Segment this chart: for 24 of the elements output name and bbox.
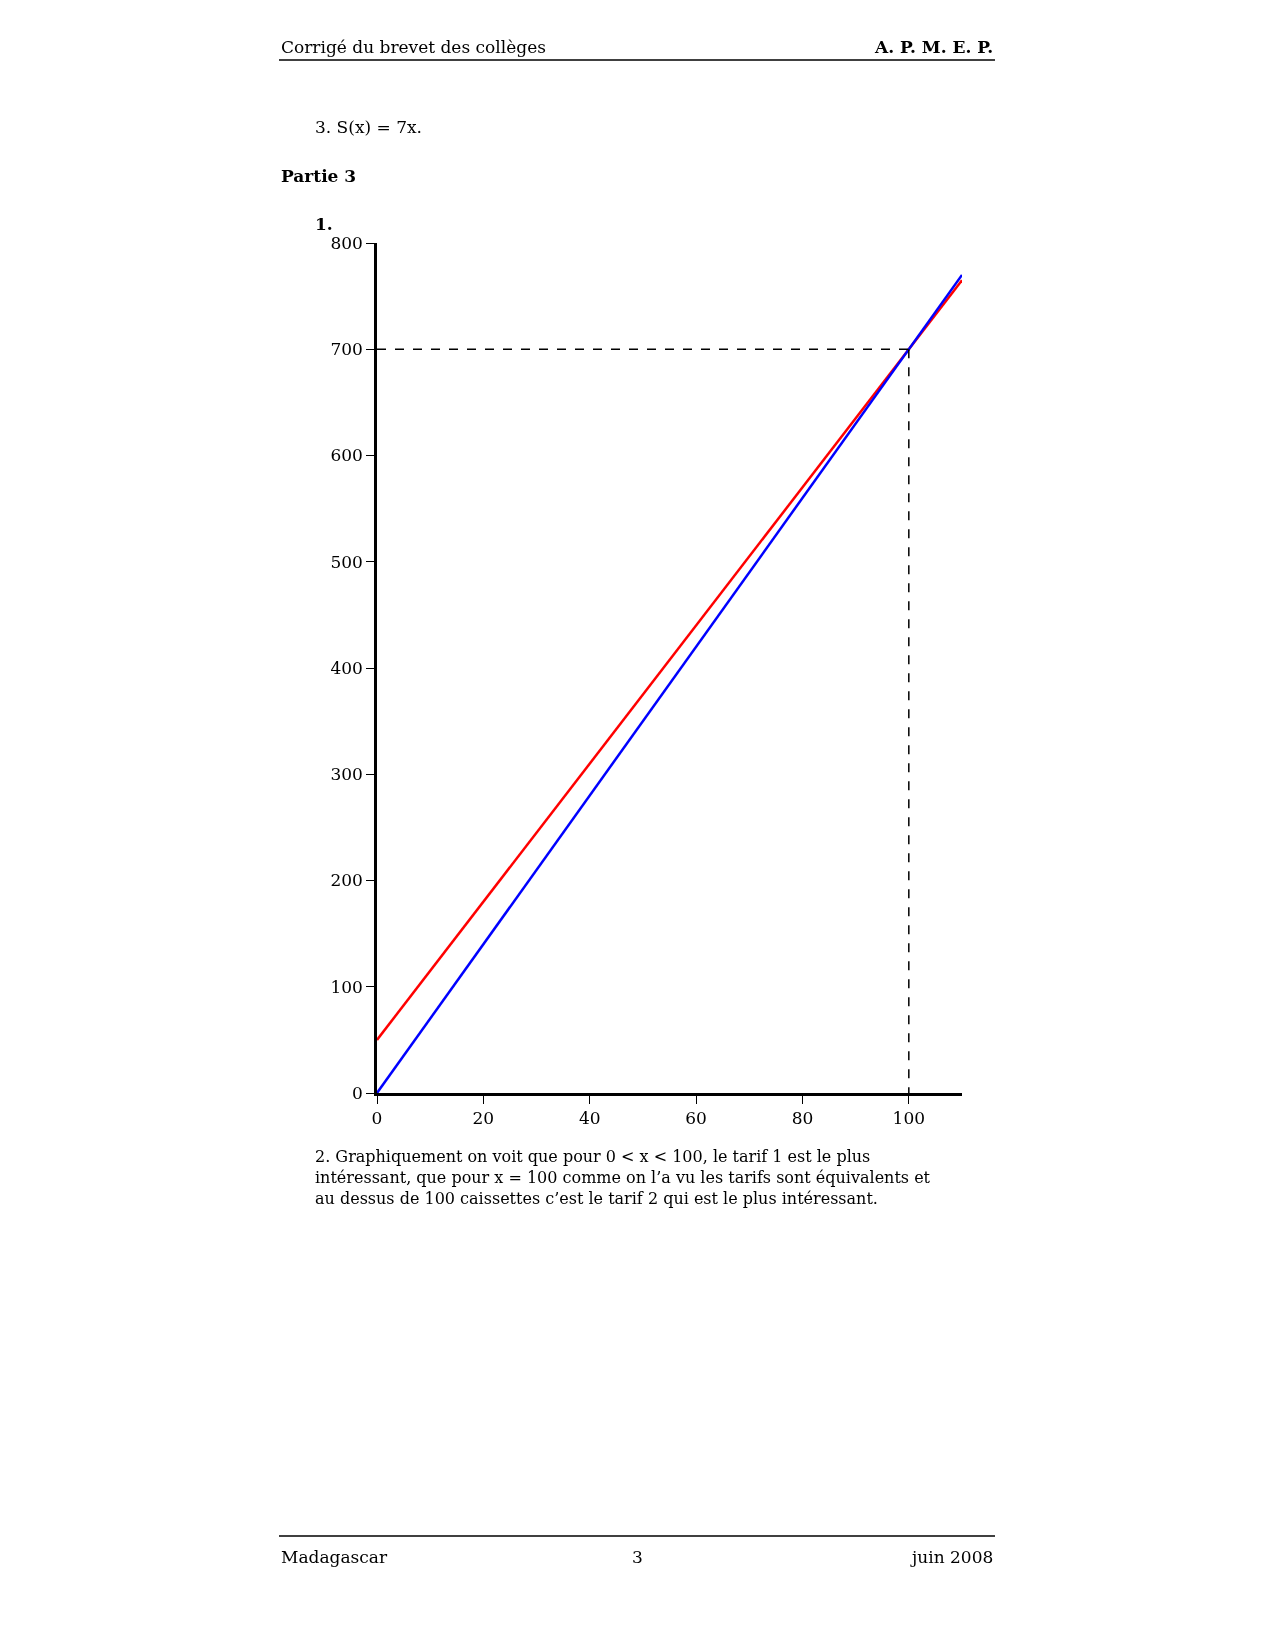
x-tick-label: 20 — [472, 1108, 495, 1129]
y-tick-label: 100 — [330, 976, 363, 997]
text: Corrigé du brevet des collèges — [281, 37, 546, 57]
x-tick-label: 60 — [685, 1108, 707, 1129]
y-tick-label: 200 — [330, 870, 363, 891]
text: 3 — [632, 1547, 643, 1567]
x-tick-label: 40 — [578, 1108, 601, 1129]
text: Madagascar — [281, 1547, 388, 1567]
y-tick-label: 0 — [352, 1082, 363, 1103]
text: Partie 3 — [281, 166, 357, 186]
text: 2. Graphiquement on voit que pour 0 < x < 100, le tarif 1 est le plus intéressant, que pour x = 100 comme on l’a vu les tarifs sont équivalents et au dessus de 100 caissettes c’est le tarif 2 qui est le plus intéressant. — [315, 1147, 931, 1208]
y-tick-label: 300 — [330, 764, 363, 785]
x-tick-label: 100 — [892, 1108, 926, 1129]
y-tick-label: 700 — [330, 339, 363, 360]
text: 1. — [315, 214, 333, 234]
x-tick-label: 80 — [791, 1108, 814, 1129]
y-tick-label: 500 — [330, 551, 363, 572]
y-tick-label: 400 — [330, 657, 363, 678]
y-tick-label: 600 — [330, 445, 363, 466]
text: 3. S(x) = 7x. — [315, 117, 422, 137]
text: juin 2008 — [910, 1547, 994, 1567]
x-tick-label: 0 — [371, 1108, 383, 1129]
y-tick-label: 800 — [330, 232, 363, 253]
text: A. P. M. E. P. — [874, 37, 994, 57]
